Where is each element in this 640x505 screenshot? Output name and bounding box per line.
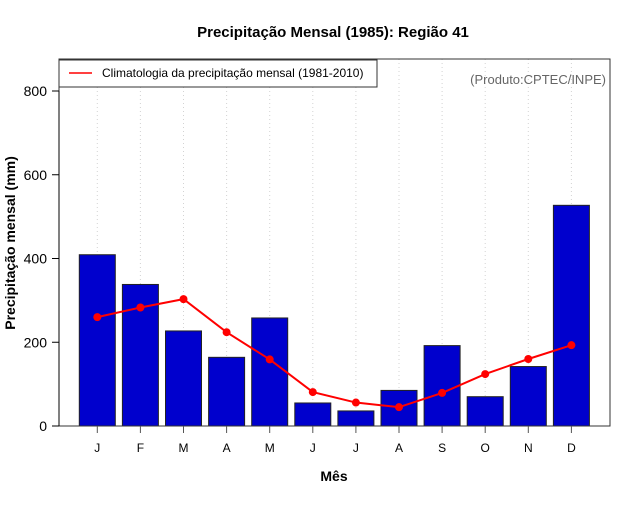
x-tick-label: O — [481, 441, 490, 455]
bar — [294, 402, 332, 427]
x-tick-label: M — [179, 441, 189, 455]
climatology-point — [136, 303, 145, 312]
climatology-point — [481, 370, 490, 379]
x-tick-label: S — [438, 441, 446, 455]
climatology-point — [567, 341, 576, 350]
y-tick-label: 800 — [24, 83, 48, 99]
x-axis-label: Mês — [320, 468, 347, 484]
x-tick-label: J — [94, 441, 100, 455]
legend: Climatologia da precipitação mensal (198… — [58, 59, 378, 88]
bar — [78, 254, 116, 427]
climatology-point — [524, 355, 533, 363]
x-tick-label: A — [395, 441, 403, 455]
climatology-point — [222, 328, 231, 337]
y-tick-label: 200 — [24, 334, 48, 350]
climatology-point — [308, 388, 317, 397]
bar — [251, 317, 289, 427]
chart-title: Precipitação Mensal (1985): Região 41 — [197, 24, 469, 41]
climatology-polyline — [97, 298, 572, 409]
y-axis: 0 200 400 600 800 — [24, 83, 60, 434]
climatology-point — [179, 295, 188, 304]
x-tick-label: M — [265, 441, 275, 455]
bar — [165, 330, 202, 427]
x-tick-label: J — [353, 441, 359, 455]
bar — [423, 345, 461, 427]
x-tick-label: J — [310, 441, 316, 455]
legend-box — [58, 59, 378, 88]
x-tick-label: A — [223, 441, 231, 455]
y-tick-label: 400 — [24, 251, 48, 267]
bar — [552, 204, 590, 427]
bar — [337, 410, 375, 427]
bar — [466, 396, 504, 427]
climatology-point — [438, 388, 447, 397]
y-tick-label: 0 — [39, 418, 47, 434]
climatology-point — [351, 398, 360, 407]
legend-entry: Climatologia da precipitação mensal (198… — [102, 66, 363, 80]
climatology-point — [93, 313, 102, 322]
x-tick-label: D — [567, 441, 576, 455]
x-tick-label: N — [524, 441, 533, 455]
climatology-point — [395, 403, 403, 412]
bar — [509, 366, 547, 427]
climatology-point — [265, 355, 274, 364]
bars — [78, 204, 590, 427]
y-tick-label: 600 — [24, 167, 48, 183]
x-tick-label: F — [137, 441, 144, 455]
y-axis-label: Precipitação mensal (mm) — [2, 156, 18, 330]
climatology-line — [93, 295, 576, 412]
source-annotation: (Produto:CPTEC/INPE) — [470, 72, 606, 87]
bar — [208, 356, 246, 427]
